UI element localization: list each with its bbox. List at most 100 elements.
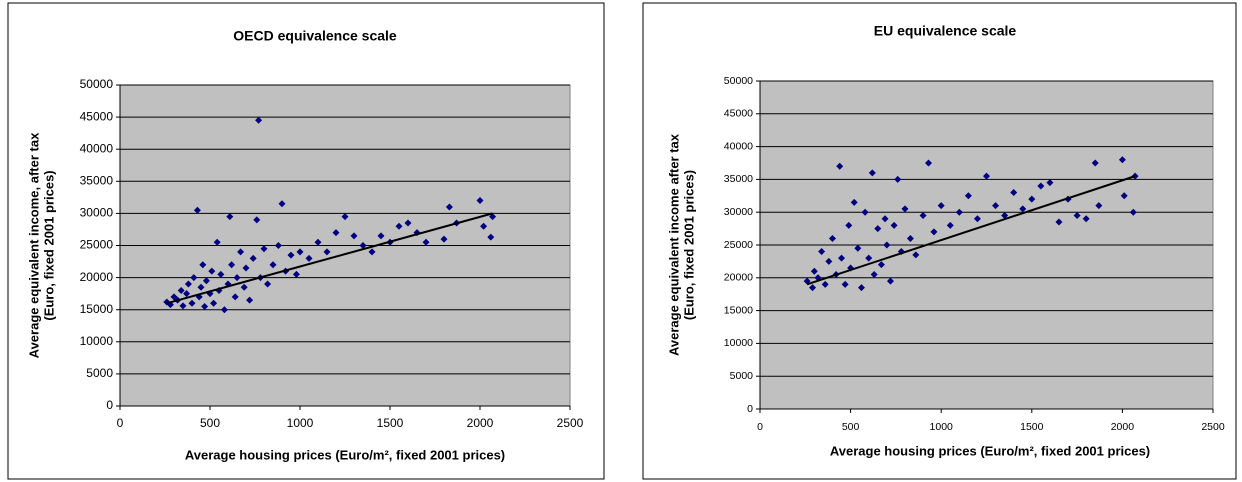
point — [983, 172, 990, 180]
y-tick-label: 40000 — [80, 141, 114, 155]
point — [296, 248, 304, 256]
point — [1118, 156, 1126, 164]
point — [199, 261, 207, 269]
y-tick-label: 50000 — [80, 77, 114, 91]
point — [870, 271, 878, 279]
point — [841, 280, 849, 288]
point — [912, 251, 920, 259]
point — [1095, 202, 1103, 210]
y-tick-label: 0 — [106, 398, 113, 412]
point — [341, 213, 349, 221]
point — [1001, 211, 1009, 219]
point — [184, 280, 192, 288]
point — [894, 175, 902, 183]
chart-title: OECD equivalence scale — [233, 28, 397, 44]
point — [1091, 159, 1099, 167]
point — [287, 251, 295, 259]
point — [440, 235, 448, 243]
point — [1028, 195, 1036, 203]
point — [1046, 179, 1054, 187]
point — [255, 116, 263, 124]
chart: 0500010000150002000025000300003500040000… — [7, 2, 605, 480]
point — [854, 244, 862, 252]
point — [865, 254, 873, 262]
point — [249, 254, 257, 262]
point — [946, 221, 954, 229]
point — [350, 232, 358, 240]
x-tick-label: 0 — [117, 416, 124, 430]
point — [332, 229, 340, 237]
point — [201, 302, 209, 310]
point — [217, 270, 225, 278]
point — [810, 267, 818, 275]
y-tick-label: 0 — [747, 403, 753, 415]
point — [901, 205, 909, 213]
point — [237, 248, 245, 256]
point — [1019, 205, 1027, 213]
point — [197, 283, 205, 291]
point — [838, 254, 846, 262]
y-axis-label: Average equivalent income, after tax — [26, 132, 41, 358]
point — [1010, 189, 1018, 197]
point — [395, 222, 403, 230]
point — [1082, 215, 1090, 223]
x-tick-label: 1500 — [1020, 421, 1044, 433]
x-axis-label: Average housing prices (Euro/m², fixed 2… — [830, 443, 1150, 458]
point — [881, 215, 889, 223]
x-tick-label: 0 — [757, 421, 763, 433]
point — [1073, 211, 1081, 219]
point — [445, 203, 453, 211]
x-tick-label: 2500 — [557, 416, 584, 430]
y-tick-label: 30000 — [724, 206, 753, 218]
y-tick-label: 15000 — [80, 302, 114, 316]
point — [992, 202, 1000, 210]
point — [179, 302, 187, 310]
point — [868, 169, 876, 177]
point — [183, 290, 191, 298]
point — [188, 299, 196, 307]
point — [809, 284, 817, 292]
y-tick-label: 35000 — [80, 173, 114, 187]
y-axis-label: (Euro, fixed 2001 prices) — [681, 170, 696, 320]
point — [906, 234, 914, 242]
point — [210, 299, 218, 307]
point — [874, 225, 882, 233]
point — [919, 211, 927, 219]
chart: 0500010000150002000025000300003500040000… — [642, 2, 1237, 480]
point — [368, 248, 376, 256]
point — [930, 228, 938, 236]
point — [220, 306, 228, 314]
y-tick-label: 45000 — [80, 109, 114, 123]
point — [323, 248, 331, 256]
point — [264, 280, 272, 288]
point — [850, 198, 858, 206]
y-tick-label: 5000 — [86, 366, 113, 380]
point — [228, 261, 236, 269]
point — [233, 274, 241, 282]
x-tick-label: 1500 — [377, 416, 404, 430]
y-tick-label: 30000 — [80, 206, 114, 220]
point — [973, 215, 981, 223]
x-tick-label: 2000 — [467, 416, 494, 430]
point — [278, 200, 286, 208]
y-tick-label: 20000 — [724, 272, 753, 284]
point — [937, 202, 945, 210]
point — [314, 238, 322, 246]
point — [828, 234, 836, 242]
point — [861, 208, 869, 216]
point — [877, 261, 885, 269]
x-tick-label: 500 — [200, 416, 220, 430]
point — [422, 238, 430, 246]
point — [190, 274, 198, 282]
y-tick-label: 25000 — [80, 238, 114, 252]
point — [274, 242, 282, 249]
point — [886, 277, 894, 285]
point — [226, 213, 234, 221]
chart-title: EU equivalence scale — [874, 23, 1017, 39]
y-tick-label: 40000 — [724, 140, 753, 152]
point — [955, 208, 963, 216]
y-tick-label: 25000 — [724, 239, 753, 251]
point — [925, 159, 933, 167]
y-tick-label: 10000 — [724, 337, 753, 349]
